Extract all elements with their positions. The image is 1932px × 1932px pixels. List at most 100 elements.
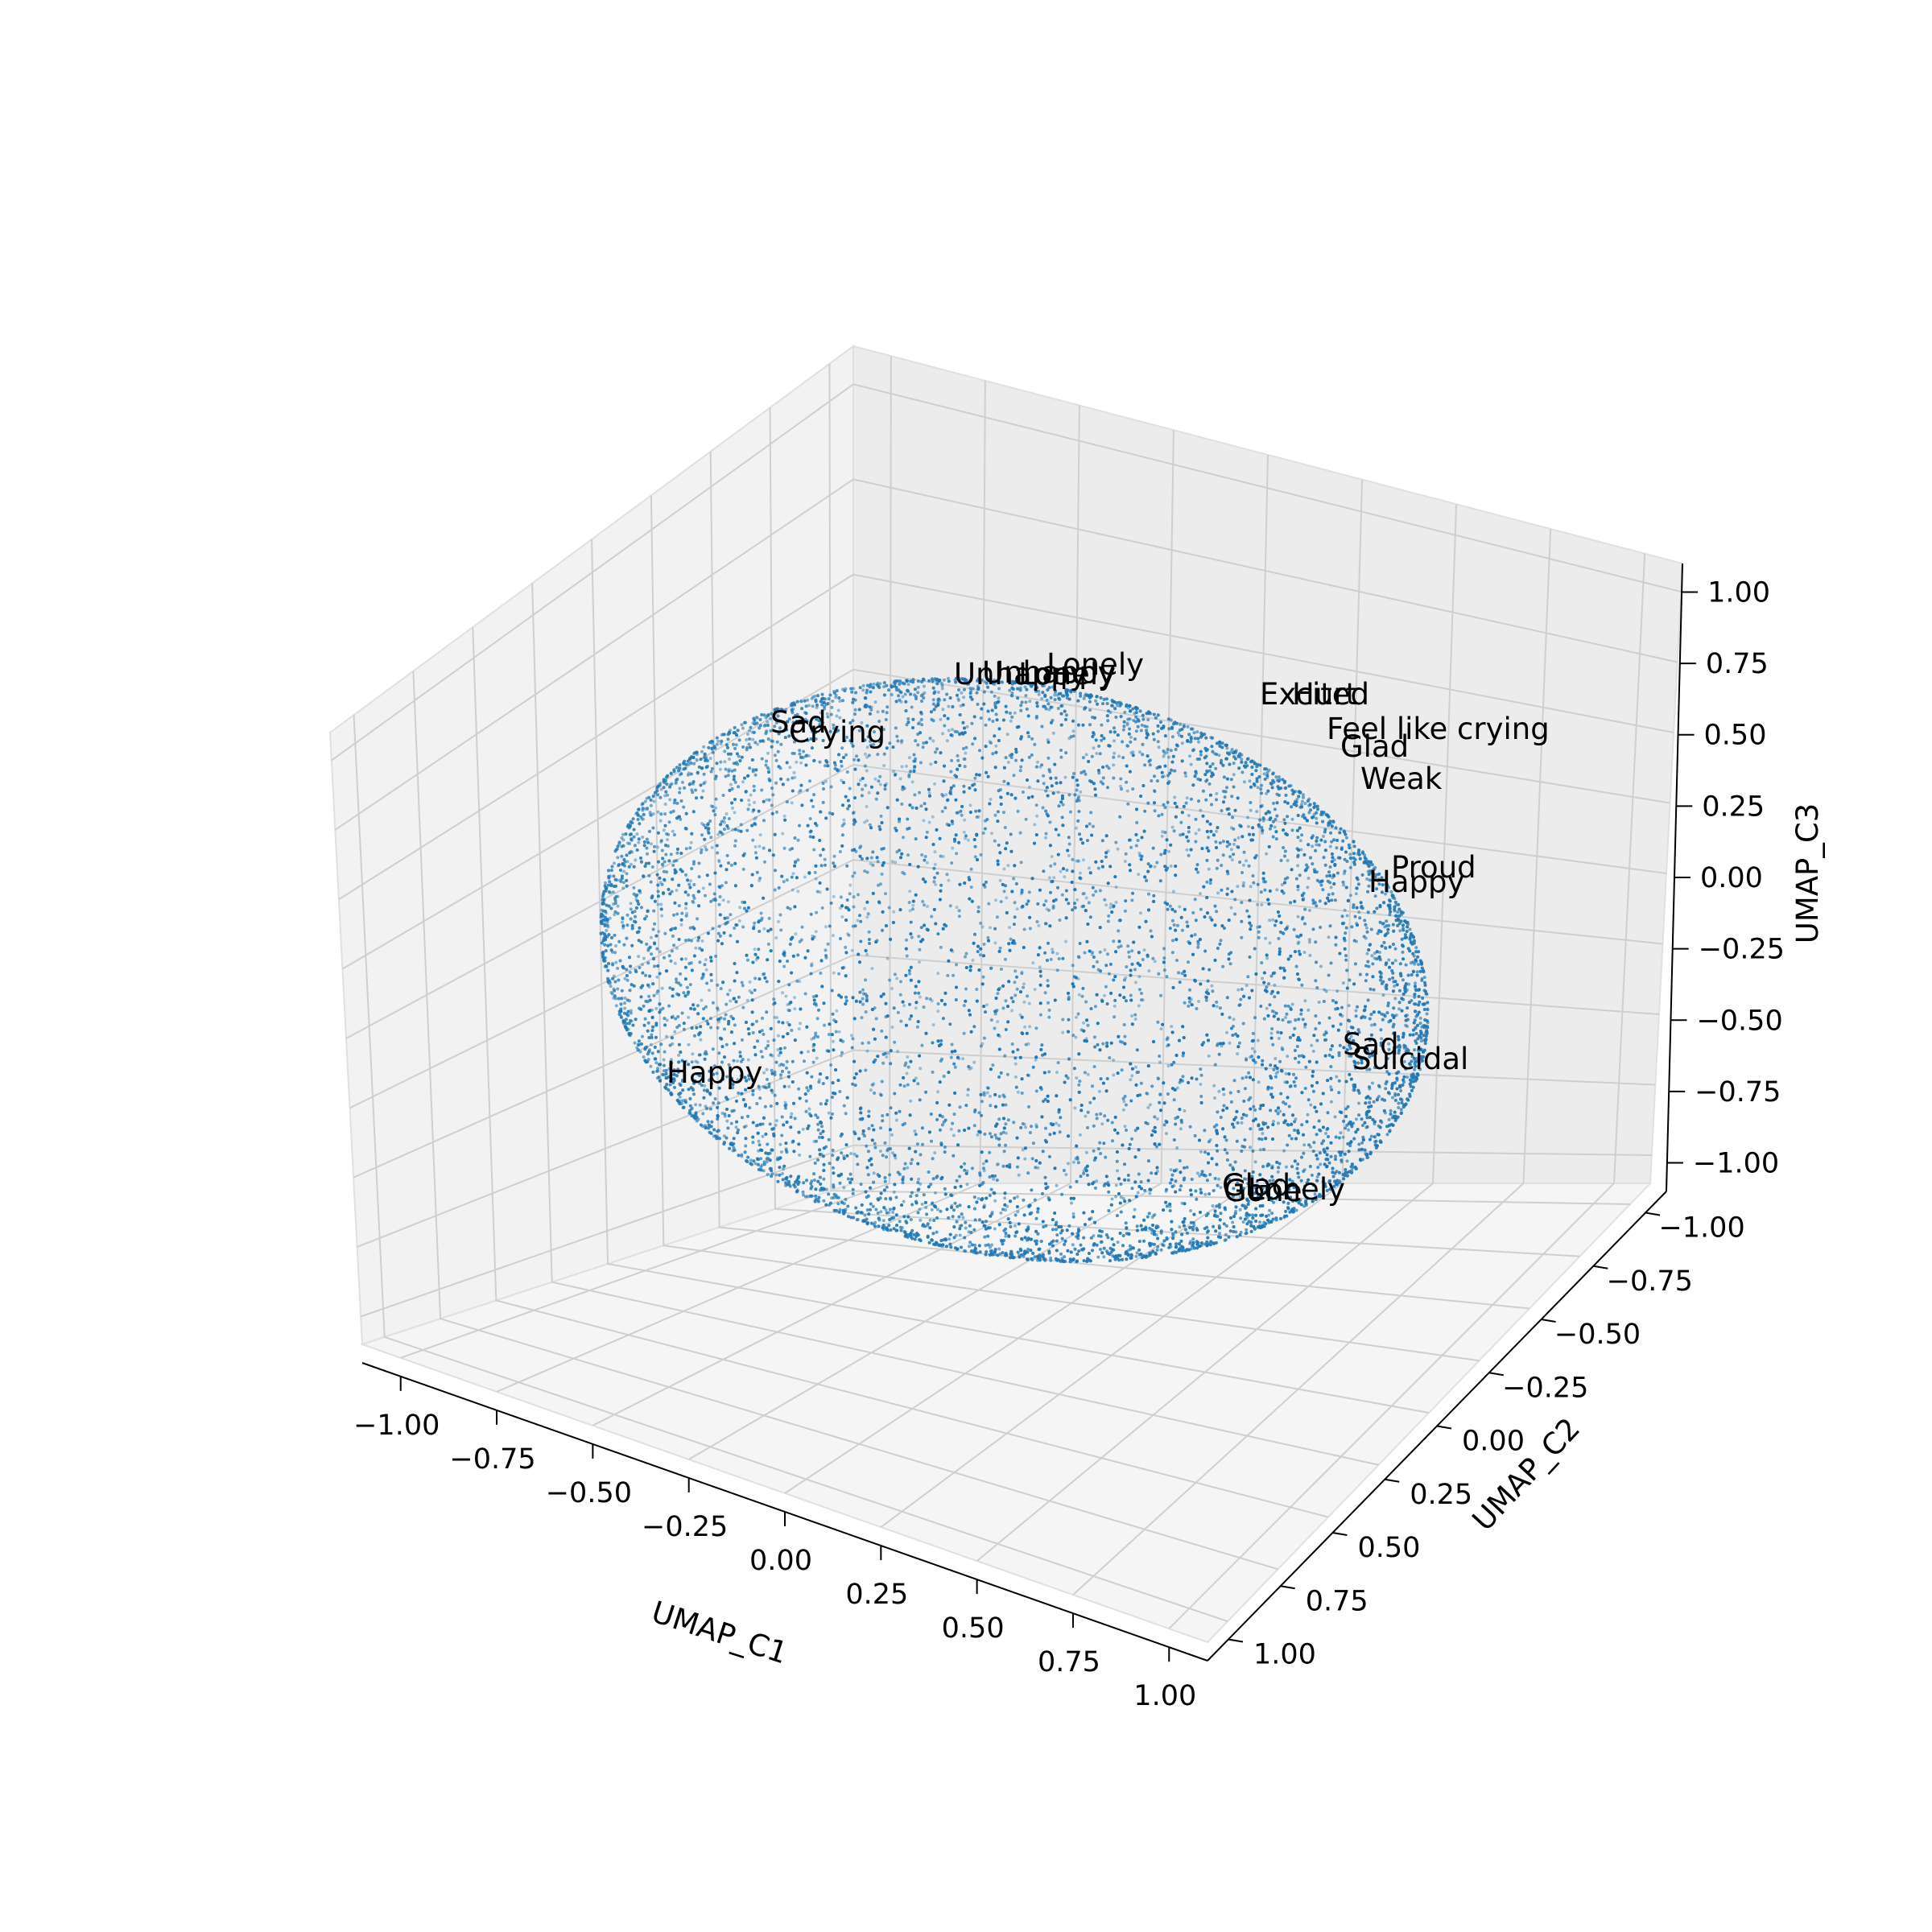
scatter-point [810,962,814,966]
scatter-point [1024,694,1028,698]
scatter-point [997,1075,1001,1079]
scatter-point [1308,953,1312,957]
scatter-point [671,829,675,833]
scatter-point [1158,879,1162,883]
scatter-point [933,876,936,880]
grid-line [353,715,1228,1623]
z-axis-tick-label: 0.75 [1706,648,1769,680]
scatter-point [1347,1004,1351,1008]
scatter-point [914,1076,918,1080]
scatter-point [996,810,1000,814]
scatter-point [1349,1034,1353,1038]
scatter-point [912,753,916,757]
scatter-point [1205,858,1209,862]
scatter-point [1273,825,1277,829]
scatter-point [1234,1230,1238,1234]
scatter-point [978,1218,981,1222]
scatter-point [758,833,762,837]
scatter-point [1248,779,1252,783]
scatter-point [1170,825,1174,829]
scatter-point [1113,1004,1117,1008]
scatter-point [859,1183,863,1187]
scatter-point [1194,1189,1198,1193]
scatter-point [1245,1177,1249,1181]
scatter-point [1013,1062,1018,1066]
scatter-point [1284,1165,1288,1169]
scatter-point [1170,1063,1174,1067]
scatter-point [917,1177,921,1181]
y-axis-tick-label: −0.25 [1502,1372,1588,1404]
scatter-point [620,836,624,840]
scatter-point [889,1106,893,1110]
scatter-point [1071,1212,1075,1216]
scatter-point [1017,1173,1021,1177]
scatter-point [1333,898,1337,902]
scatter-point [1137,873,1141,877]
scatter-point [1426,1007,1430,1011]
scatter-point [818,719,822,723]
scatter-point [851,1082,855,1086]
scatter-point [651,812,655,816]
scatter-point [1149,865,1152,869]
scatter-point [1217,1177,1220,1181]
scatter-point [1393,1093,1397,1097]
scatter-point [1004,884,1007,888]
scatter-point [918,995,922,999]
scatter-point [1225,1030,1228,1034]
scatter-point [1044,809,1048,813]
scatter-point [846,932,849,935]
scatter-point [1385,924,1389,928]
scatter-point [781,1069,784,1073]
scatter-point [867,938,871,941]
scatter-point [821,782,825,785]
scatter-point [801,1190,805,1194]
scatter-point [1043,951,1047,955]
scatter-point [1413,1048,1417,1052]
scatter-point [1229,1026,1233,1030]
scatter-point [1250,1046,1254,1051]
scatter-point [709,899,713,903]
scatter-point [1153,774,1156,778]
scatter-point [1026,899,1030,903]
scatter-point [1303,999,1307,1003]
scatter-point [1224,1232,1228,1236]
scatter-point [1108,906,1113,910]
scatter-point [666,838,670,842]
scatter-point [1175,1146,1179,1150]
scatter-point [1207,867,1211,871]
scatter-point [633,1041,637,1045]
scatter-point [712,892,716,896]
scatter-point [960,691,964,695]
scatter-point [748,980,752,984]
scatter-point [918,960,921,964]
scatter-point [872,1171,876,1175]
scatter-point [753,773,758,777]
scatter-point [1269,1108,1273,1113]
grid-line [591,539,1430,1414]
scatter-point [749,1158,753,1162]
scatter-point [919,1067,923,1071]
scatter-point [974,809,978,813]
scatter-point [883,1051,887,1055]
scatter-point [1044,1224,1048,1228]
x-axis-tick-label: −1.00 [353,1410,440,1442]
grid-line [784,454,1269,1494]
scatter-point [774,1119,778,1123]
scatter-point [1094,699,1098,703]
scatter-point [891,1211,895,1214]
scatter-point [898,848,902,852]
scatter-point [650,813,653,817]
scatter-point [1278,947,1282,951]
scatter-point [1031,1065,1035,1069]
scatter-point [1261,1132,1265,1136]
scatter-point [1078,832,1081,836]
scatter-point [708,989,711,993]
scatter-point [1110,1197,1114,1201]
scatter-point [834,696,838,700]
scatter-point [723,820,726,824]
scatter-point [772,1038,776,1042]
scatter-point [690,1106,694,1110]
scatter-point [1022,1000,1026,1004]
scatter-point [1165,1044,1169,1048]
